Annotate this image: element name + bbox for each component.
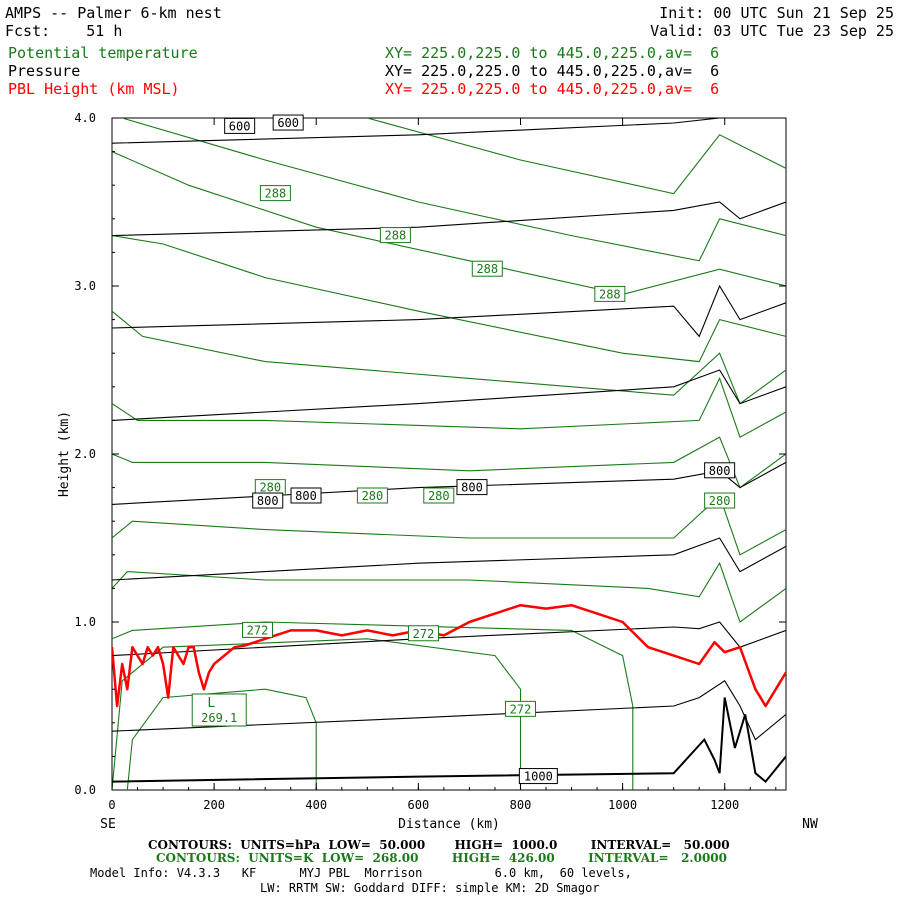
theta-contour-292 [122, 118, 786, 262]
theta-contour-288 [112, 235, 786, 363]
pressure-contour-950 [112, 680, 786, 741]
contour-label: 272 [510, 702, 532, 716]
contour-label-box [259, 185, 291, 202]
field-xy-pbl: XY= 225.0,225.0 to 445.0,225.0,av= 6 [385, 80, 720, 98]
pbl-height-series [112, 603, 786, 708]
contour-label-box [704, 462, 736, 479]
contour-label: 288 [385, 229, 407, 243]
contour-label-box [518, 768, 558, 785]
x-tick-label: 800 [510, 798, 532, 812]
contour-label: 288 [476, 262, 498, 276]
contour-label-box [272, 114, 304, 131]
y-tick-label: 4.0 [74, 111, 96, 125]
x-end-label-left: SE [100, 817, 116, 832]
contour-label: 800 [461, 481, 483, 495]
contour-label-box [456, 479, 488, 496]
contour-label-box [290, 487, 322, 504]
contour-label: 272 [413, 627, 435, 641]
y-tick-label: 3.0 [74, 279, 96, 293]
contour-label-box [224, 117, 256, 134]
pressure-contour-750 [112, 369, 786, 421]
chart-title: AMPS -- Palmer 6-km nest [5, 4, 222, 22]
pbl-height-line [112, 603, 786, 708]
theta-contour-278 [112, 561, 786, 623]
field-name-pbl: PBL Height (km MSL) [8, 80, 180, 98]
contour-label: 800 [257, 494, 279, 508]
y-tick-label: 0.0 [74, 783, 96, 797]
pressure-contour-1000 [112, 697, 786, 784]
field-xy-theta: XY= 225.0,225.0 to 445.0,225.0,av= 6 [385, 44, 720, 62]
contour-label: 800 [295, 489, 317, 503]
theta-contour-294 [367, 118, 786, 195]
theta-contour-info: CONTOURS: UNITS=K LOW= 268.00 HIGH= 426.… [156, 851, 727, 865]
contour-label-box [704, 492, 736, 509]
low-marker-letter: L [207, 696, 215, 711]
contour-label-box [504, 700, 536, 717]
model-info-physics: LW: RRTM SW: Goddard DIFF: simple KM: 2D… [260, 881, 600, 895]
theta-contour-284 [112, 376, 786, 438]
theta-contour-280 [112, 495, 786, 556]
contour-label-box [407, 625, 439, 642]
valid-time: Valid: 03 UTC Tue 23 Sep 25 [650, 22, 894, 40]
pressure-contour-850 [112, 537, 786, 581]
contour-label-box [594, 285, 626, 302]
field-xy-pressure: XY= 225.0,225.0 to 445.0,225.0,av= 6 [385, 62, 720, 80]
contour-label-box [423, 487, 455, 504]
contour-label: 1000 [524, 770, 553, 784]
contour-label-box [356, 487, 388, 504]
x-tick-label: 200 [203, 798, 225, 812]
theta-contour-276 [112, 621, 634, 790]
contour-label: 280 [709, 494, 731, 508]
contour-label: 600 [229, 119, 251, 133]
pressure-contour-info: CONTOURS: UNITS=hPa LOW= 50.000 HIGH= 10… [148, 838, 730, 852]
x-tick-label: 600 [408, 798, 430, 812]
low-marker-box [191, 693, 247, 727]
contour-label: 288 [599, 287, 621, 301]
pressure-contour-650 [112, 201, 786, 237]
y-axis-label: Height (km) [57, 411, 72, 497]
contour-label-box [242, 621, 274, 638]
contour-label: 280 [362, 489, 384, 503]
x-end-label-right: NW [802, 817, 818, 832]
x-tick-label: 0 [108, 798, 115, 812]
contour-label: 800 [709, 464, 731, 478]
y-tick-label: 1.0 [74, 615, 96, 629]
contour-label-box [471, 260, 503, 277]
x-axis-label: Distance (km) [398, 817, 500, 832]
contour-label-box [252, 492, 284, 509]
theta-contour-274 [112, 638, 522, 790]
x-tick-label: 1000 [608, 798, 637, 812]
init-time: Init: 00 UTC Sun 21 Sep 25 [659, 4, 894, 22]
axes: 0 200 400 600 800 1000 1200 0.0 1.0 2.0 3.0 4.0 [74, 111, 786, 812]
low-marker-value: 269.1 [201, 711, 237, 725]
pressure-contour-600 [112, 118, 786, 144]
model-info: Model Info: V4.3.3 KF MYJ PBL Morrison 6… [90, 866, 632, 880]
contour-label-box [379, 227, 411, 244]
x-tick-label: 1200 [710, 798, 739, 812]
theta-contour-290 [112, 151, 786, 295]
y-tick-label: 2.0 [74, 447, 96, 461]
x-tick-label: 400 [305, 798, 327, 812]
theta-contours [112, 118, 786, 790]
theta-contour-282 [112, 436, 786, 489]
contour-label: 600 [277, 116, 299, 130]
field-name-theta: Potential temperature [8, 44, 198, 62]
contour-label: 288 [265, 187, 287, 201]
contour-label: 280 [428, 489, 450, 503]
contour-label: 272 [247, 623, 269, 637]
forecast-hour: Fcst: 51 h [5, 22, 123, 40]
theta-contour-286 [112, 310, 786, 405]
contour-label: 280 [259, 481, 281, 495]
field-name-pressure: Pressure [8, 62, 81, 80]
pressure-contour-700 [112, 284, 786, 338]
plot-area [111, 117, 787, 791]
